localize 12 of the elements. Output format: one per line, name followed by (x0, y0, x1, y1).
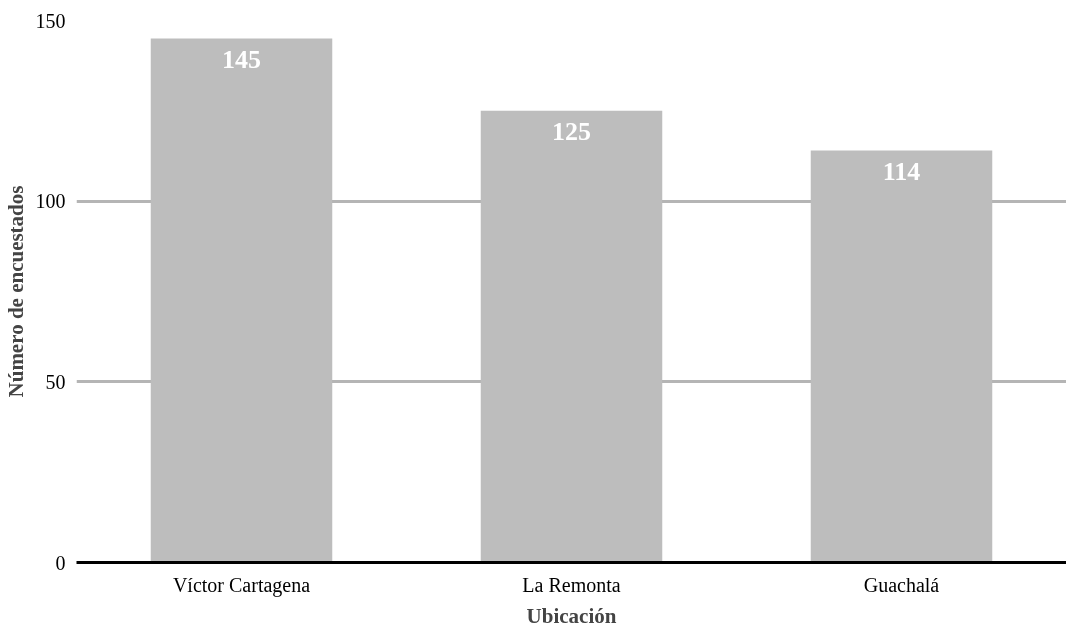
x-tick-label: Guachalá (863, 573, 940, 596)
y-tick-label: 150 (35, 9, 66, 32)
y-axis-title: Número de encuestados (3, 185, 28, 398)
x-tick-label: Víctor Cartagena (172, 573, 311, 597)
data-label: 125 (552, 116, 591, 146)
data-label: 145 (222, 44, 261, 74)
x-tick-label: La Remonta (522, 573, 621, 596)
y-tick-label: 50 (45, 370, 66, 393)
data-label: 114 (882, 156, 921, 186)
y-tick-label: 0 (55, 551, 66, 574)
y-tick-label: 100 (35, 190, 66, 213)
x-axis-title: Ubicación (526, 603, 617, 628)
